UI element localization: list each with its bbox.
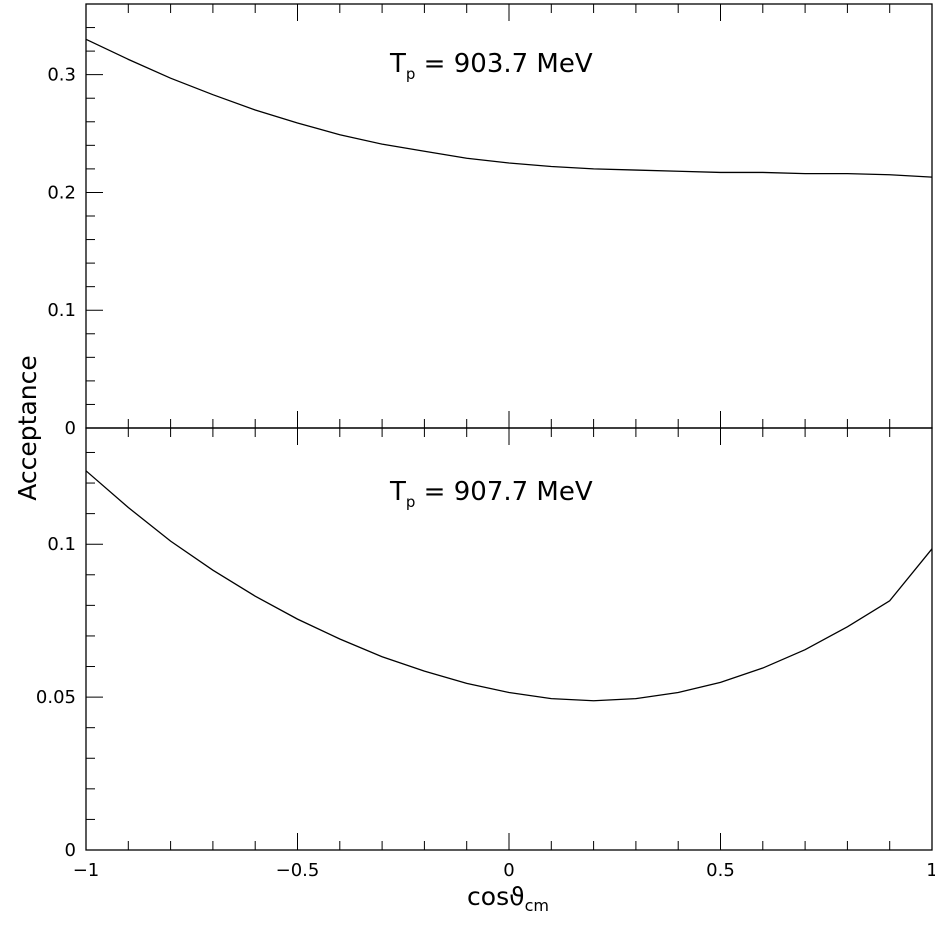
x-axis-label: cosϑcm (467, 882, 549, 915)
x-tick-label: −0.5 (276, 860, 320, 881)
y-tick-label: 0.3 (47, 65, 76, 86)
y-axis-label: Acceptance (13, 355, 42, 501)
panel-title-top: Tp = 903.7 MeV (389, 49, 593, 83)
panel-title-bottom: Tp = 907.7 MeV (389, 477, 593, 511)
series-line-2 (85, 470, 933, 702)
x-tick-label: 0 (503, 860, 514, 881)
y-tick-label: 0 (65, 840, 76, 861)
tick-labels: 0 0.1 0.2 0.3 0 0.05 0.1 −1 −0.5 0 0.5 1 (36, 65, 935, 881)
y-tick-label: 0 (65, 418, 76, 439)
y-tick-label: 0.1 (47, 534, 76, 555)
x-tick-label: 1 (926, 860, 935, 881)
axis-ticks (85, 3, 933, 851)
y-tick-label: 0.05 (36, 687, 76, 708)
series-line-1 (85, 38, 933, 178)
y-tick-label: 0.2 (47, 182, 76, 203)
data-curves (85, 38, 933, 702)
x-tick-label: 0.5 (706, 860, 735, 881)
y-tick-label: 0.1 (47, 300, 76, 321)
x-tick-label: −1 (73, 860, 100, 881)
